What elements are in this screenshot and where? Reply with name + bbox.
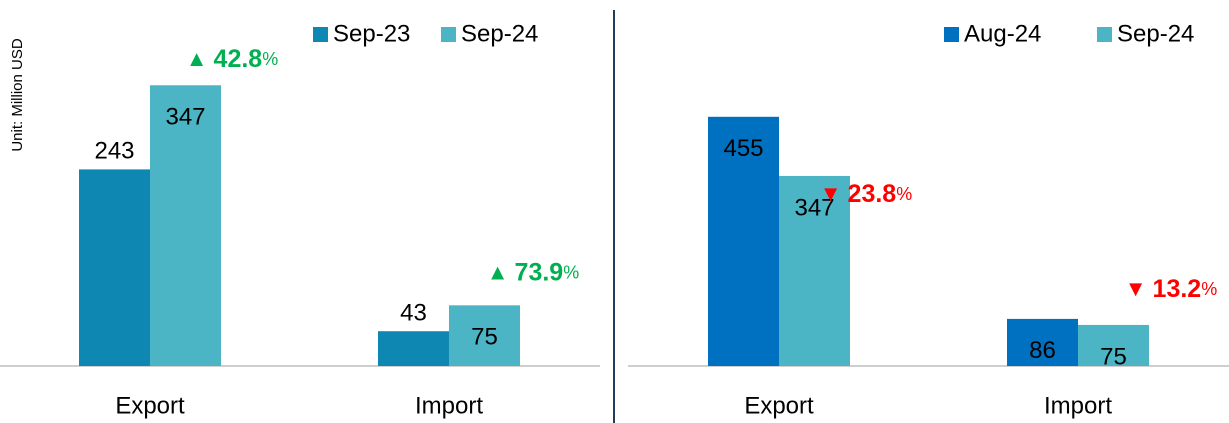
change-symbol: ▼	[820, 181, 842, 206]
x-tick-label: Export	[744, 392, 814, 419]
data-label: 347	[165, 104, 205, 131]
data-label: 75	[1100, 343, 1127, 370]
change-annotation: ▲ 42.8%	[186, 45, 278, 73]
change-annotation: ▼ 13.2%	[1125, 275, 1217, 303]
data-label: 455	[723, 135, 763, 162]
bar	[150, 85, 221, 366]
legend-swatch	[1097, 27, 1112, 42]
bar	[779, 175, 850, 366]
legend-swatch	[944, 27, 959, 42]
change-value: 73.9	[515, 258, 564, 286]
change-unit: %	[262, 49, 278, 69]
change-value: 42.8	[214, 45, 263, 73]
x-tick-label: Export	[115, 392, 185, 419]
change-value: 13.2	[1153, 275, 1202, 303]
change-unit: %	[896, 184, 912, 204]
data-label: 43	[400, 300, 427, 327]
change-unit: %	[563, 262, 579, 282]
change-value: 23.8	[848, 180, 897, 208]
bar	[1007, 318, 1078, 366]
change-symbol: ▲	[487, 259, 509, 284]
x-tick-label: Import	[1044, 392, 1112, 419]
legend-swatch	[441, 27, 456, 42]
bar	[1078, 324, 1149, 366]
data-label: 86	[1029, 337, 1056, 364]
change-unit: %	[1201, 279, 1217, 299]
data-label: 243	[94, 138, 134, 165]
data-label: 75	[471, 324, 498, 351]
data-label: 347	[794, 194, 834, 221]
change-symbol: ▲	[186, 46, 208, 71]
legend-label: Sep-24	[461, 20, 538, 47]
bar	[79, 169, 150, 366]
legend-swatch	[313, 27, 328, 42]
legend-label: Sep-24	[1117, 20, 1194, 47]
legend-label: Sep-23	[333, 20, 410, 47]
change-annotation: ▼ 23.8%	[820, 180, 912, 208]
axis-label: Unit: Million USD	[9, 38, 26, 152]
x-tick-label: Import	[415, 392, 483, 419]
change-annotation: ▲ 73.9%	[487, 258, 579, 286]
legend-label: Aug-24	[964, 20, 1041, 47]
bar	[708, 116, 779, 366]
bar	[449, 305, 520, 366]
change-symbol: ▼	[1125, 276, 1147, 301]
bar	[378, 331, 449, 366]
